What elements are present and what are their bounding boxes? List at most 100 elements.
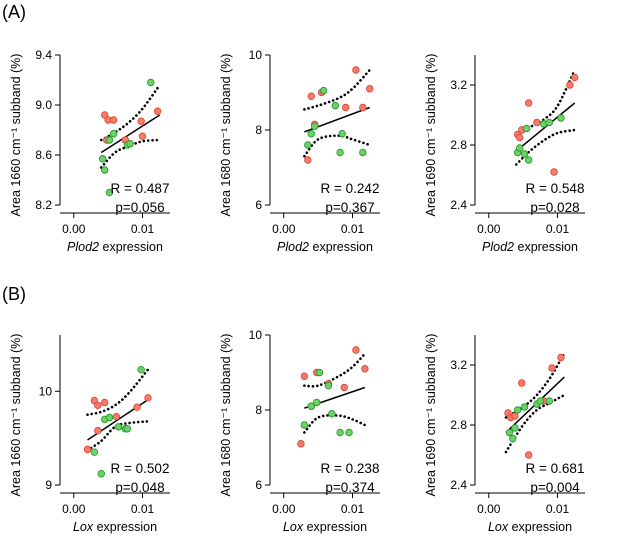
data-point-green — [105, 188, 114, 197]
x-axis-gene: Plod2 — [67, 240, 99, 254]
x-axis-label: Plod2 expression — [277, 240, 373, 254]
x-axis-suffix: expression — [309, 240, 373, 254]
y-tick-label: 2.8 — [450, 418, 467, 432]
data-point-green — [338, 130, 346, 138]
correlation-r: R = 0.548 — [526, 181, 585, 196]
data-point-green — [310, 122, 319, 130]
x-tick-label: 0.00 — [272, 222, 296, 236]
data-point-green — [359, 148, 367, 157]
data-point-green — [328, 410, 336, 418]
data-point-red — [100, 111, 109, 119]
data-point-red — [297, 440, 305, 448]
data-point-red — [566, 81, 574, 89]
y-tick-label: 9.0 — [35, 98, 52, 112]
data-point-green — [98, 155, 107, 163]
x-axis-suffix: expression — [514, 240, 578, 254]
x-tick-label: 0.00 — [477, 502, 501, 516]
data-point-green — [520, 403, 529, 411]
x-tick-label: 0.00 — [272, 502, 296, 516]
data-point-red — [361, 365, 369, 373]
p-value: p=0.367 — [325, 200, 374, 215]
data-point-green — [319, 86, 328, 95]
panel-label-a: (A) — [2, 2, 26, 22]
y-tick-label: 2.4 — [450, 198, 467, 212]
data-point-red — [94, 401, 102, 410]
data-point-red — [570, 73, 579, 82]
y-axis-label: Area 1680 cm⁻¹ subband (%) — [219, 334, 233, 497]
y-tick-label: 10 — [39, 384, 53, 398]
data-point-red — [511, 412, 519, 420]
scatter-panel-6: 2.4 2.8 3.2 0.00 0.01 Lox expression Area 1690… — [424, 334, 585, 534]
data-point-green — [545, 118, 553, 127]
data-point-red — [524, 451, 533, 459]
data-point-red — [524, 99, 533, 107]
y-tick-label: 2.4 — [450, 478, 467, 492]
y-tick-label: 10 — [249, 48, 263, 62]
x-axis-suffix: expression — [93, 520, 157, 534]
data-point-red — [100, 398, 109, 407]
y-tick-label: 9.4 — [35, 48, 52, 62]
data-point-green — [105, 413, 114, 422]
ci-upper-curve — [514, 68, 576, 135]
data-point-green — [509, 434, 517, 443]
data-point-green — [336, 428, 344, 437]
panel-label-b: (B) — [2, 284, 26, 304]
data-point-green — [536, 397, 545, 405]
data-point-red — [518, 379, 526, 387]
y-tick-label: 8 — [255, 123, 262, 137]
data-point-green — [515, 144, 524, 152]
regression-line — [100, 114, 161, 154]
data-point-red — [352, 346, 360, 354]
p-value: p=0.028 — [530, 200, 579, 215]
x-tick-label: 0.00 — [477, 222, 501, 236]
x-axis-gene: Plod2 — [482, 240, 514, 254]
data-point-green — [90, 448, 99, 456]
correlation-r: R = 0.502 — [111, 461, 170, 476]
p-value: p=0.048 — [115, 480, 164, 495]
data-point-red — [109, 116, 118, 124]
x-tick-label: 0.00 — [62, 502, 86, 516]
x-tick-label: 0.01 — [546, 222, 570, 236]
data-point-green — [114, 423, 123, 431]
ci-upper-curve — [303, 68, 371, 111]
x-axis-gene: Lox — [488, 520, 509, 534]
data-point-green — [336, 148, 344, 157]
y-axis-label: Area 1660 cm⁻¹ subband (%) — [9, 54, 23, 217]
data-point-green — [97, 470, 105, 478]
y-tick-label: 8 — [255, 403, 262, 417]
data-point-green — [109, 130, 118, 138]
data-point-green — [331, 101, 340, 110]
data-point-green — [522, 124, 531, 133]
y-tick-label: 8.2 — [35, 198, 52, 212]
data-point-red — [548, 364, 556, 372]
ci-lower-curve — [303, 134, 371, 158]
data-point-green — [505, 428, 514, 437]
data-point-red — [153, 107, 162, 115]
data-point-red — [533, 118, 541, 127]
data-point-red — [341, 103, 350, 112]
ci-lower-curve — [303, 414, 367, 434]
data-point-red — [557, 353, 565, 362]
x-tick-label: 0.01 — [341, 502, 365, 516]
x-tick-label: 0.01 — [546, 502, 570, 516]
y-tick-label: 10 — [249, 328, 263, 342]
data-point-green — [123, 425, 132, 433]
data-point-red — [307, 92, 315, 100]
scatter-panel-3: 2.4 2.8 3.2 0.00 0.01 Plod2 expression Area 16… — [424, 54, 585, 254]
scatter-panel-4: 9 10 0.00 0.01 Lox expression Area 1660 cm⁻¹ … — [9, 334, 170, 534]
data-point-green — [524, 156, 533, 164]
x-tick-label: 0.01 — [131, 222, 155, 236]
y-axis-label: Area 1690 cm⁻¹ subband (%) — [424, 334, 438, 497]
data-point-red — [112, 412, 121, 421]
scatter-panel-1: 8.2 8.6 9.0 9.4 0.00 0.01 Plod2 expression Area… — [9, 48, 170, 254]
y-axis-label: Area 1660 cm⁻¹ subband (%) — [9, 334, 23, 497]
data-point-red — [137, 117, 145, 125]
data-point-green — [315, 368, 324, 377]
data-point-green — [520, 150, 529, 158]
y-tick-label: 9 — [45, 478, 52, 492]
data-point-green — [300, 421, 309, 429]
p-value: p=0.374 — [325, 480, 375, 495]
data-point-red — [340, 383, 348, 392]
data-point-green — [137, 365, 145, 374]
